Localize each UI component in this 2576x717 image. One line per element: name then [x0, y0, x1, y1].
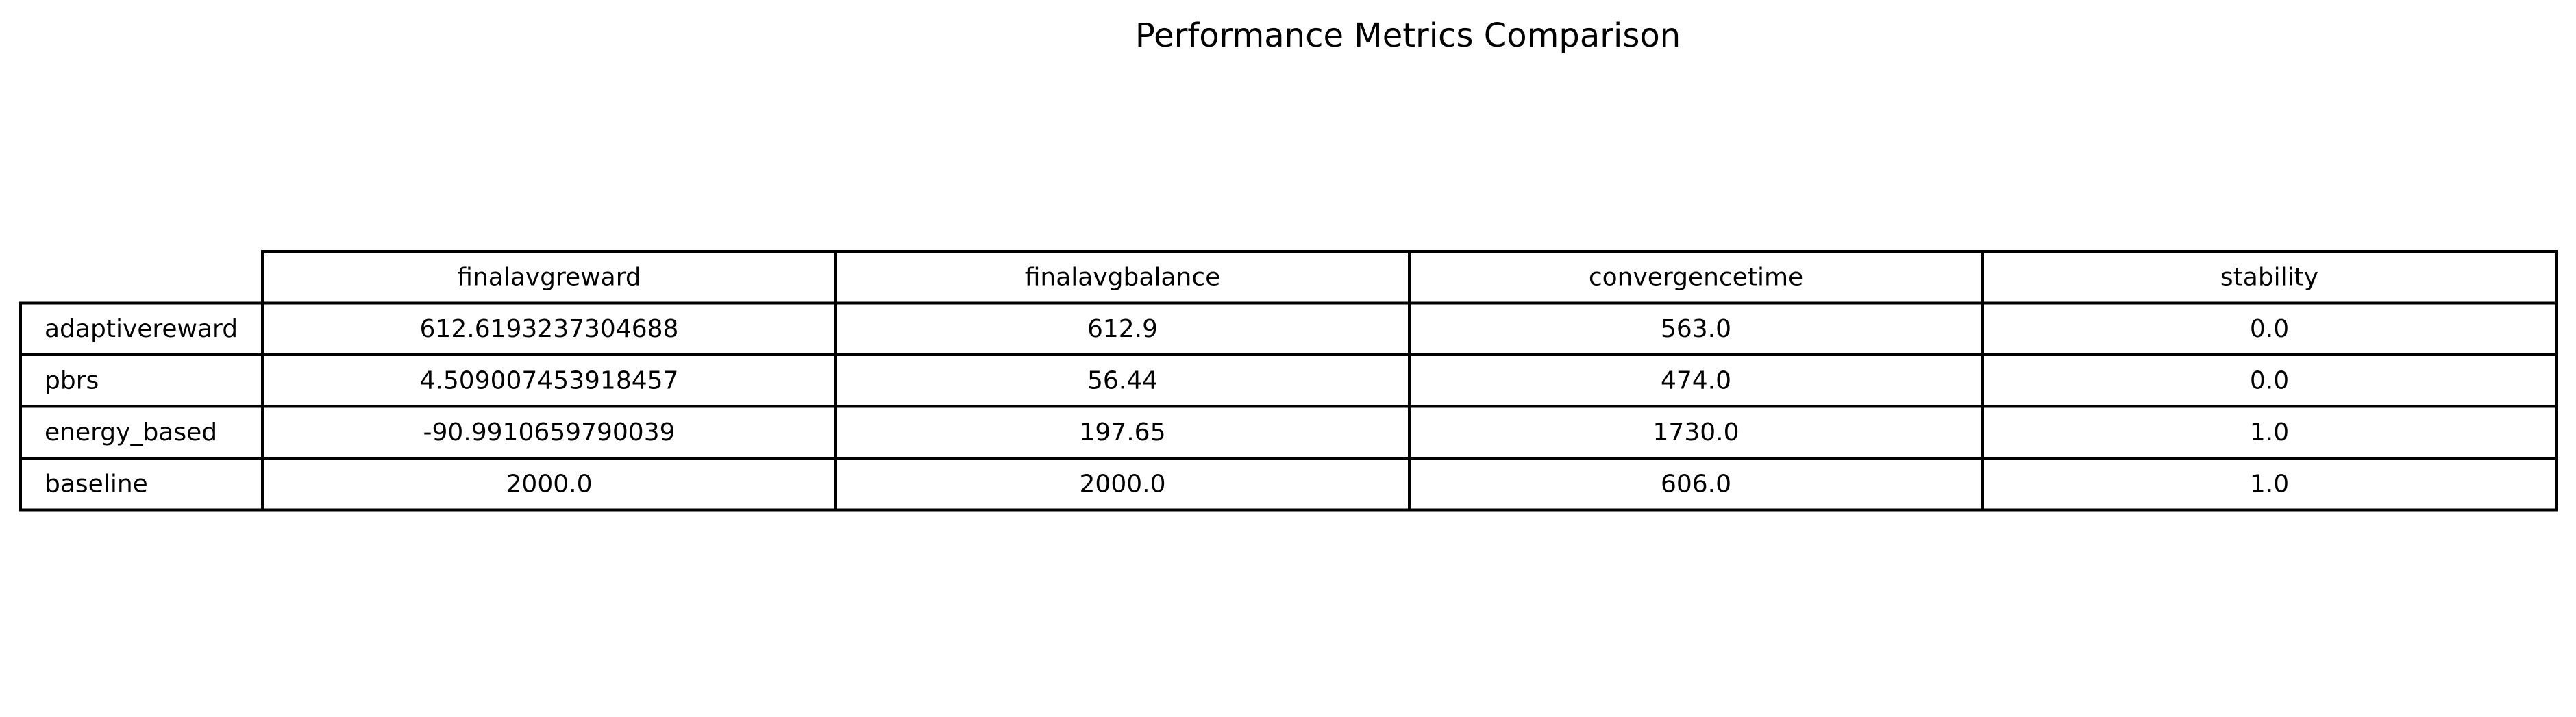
table-layer: finalavgreward finalavgbalance convergence…	[19, 250, 2558, 512]
cell-value: 0.0	[2250, 366, 2289, 394]
cell-value: 1.0	[2250, 470, 2289, 498]
cell-value: 474.0	[1661, 366, 1731, 394]
cell-value: 612.6193237304688	[420, 315, 679, 343]
cell-value: -90.9910659790039	[423, 418, 676, 446]
row-label: pbrs	[45, 366, 99, 394]
cell-value: 4.509007453918457	[420, 366, 679, 394]
column-header: stability	[2220, 263, 2318, 291]
row-label: adaptivereward	[45, 315, 238, 343]
cell-value: 2000.0	[506, 470, 593, 498]
column-header: convergencetime	[1589, 263, 1803, 291]
cell-value: 197.65	[1080, 418, 1166, 446]
cell-value: 2000.0	[1080, 470, 1166, 498]
chart-title: Performance Metrics Comparison	[1135, 16, 1681, 55]
cell-value: 1.0	[2250, 418, 2289, 446]
row-label: baseline	[45, 470, 148, 498]
table-cell	[1981, 457, 2558, 512]
column-header: finalavgbalance	[1025, 263, 1221, 291]
cell-value: 612.9	[1087, 315, 1158, 343]
cell-value: 606.0	[1661, 470, 1731, 498]
row-label: energy_based	[45, 418, 217, 446]
column-header: finalavgreward	[457, 263, 641, 291]
cell-value: 1730.0	[1653, 418, 1739, 446]
cell-value: 563.0	[1661, 315, 1731, 343]
cell-value: 56.44	[1087, 366, 1158, 394]
cell-value: 0.0	[2250, 315, 2289, 343]
